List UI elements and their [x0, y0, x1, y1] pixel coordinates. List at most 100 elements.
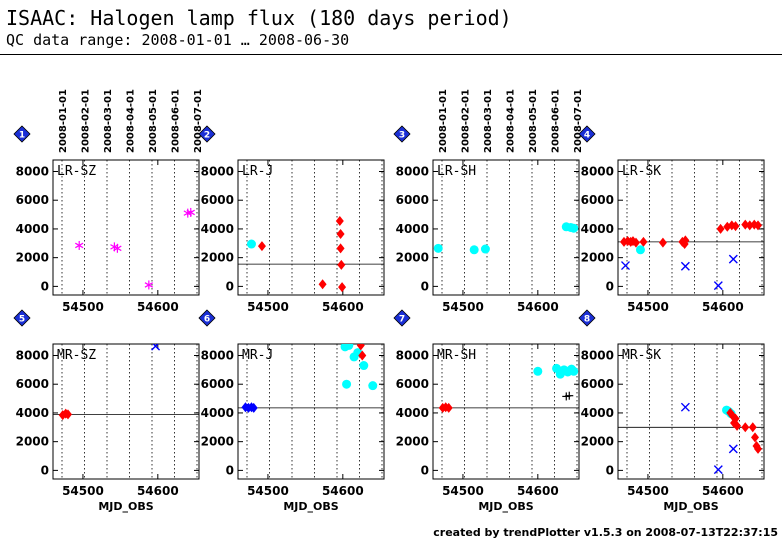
data-layer: [246, 216, 347, 293]
panel-number: 7: [399, 315, 405, 325]
data-point: [469, 245, 479, 255]
data-point: [680, 261, 690, 271]
x-tick-label: 54600: [702, 484, 744, 498]
y-tick-label: 4000: [581, 406, 614, 420]
y-tick-label: 0: [606, 463, 614, 477]
panel-4: 0 2000 4000 6000 8000 54500 54600 4 LR-SK: [578, 125, 765, 314]
panel-number: 1: [19, 131, 25, 141]
y-tick-label: 0: [421, 463, 429, 477]
x-tick-label: 54500: [62, 300, 104, 314]
data-point-stroke: [728, 254, 738, 264]
data-point: [754, 443, 763, 454]
data-point: [249, 402, 258, 413]
data-point-stroke: [713, 465, 723, 475]
data-layer: [619, 219, 763, 291]
y-tick-label: 4000: [201, 406, 234, 420]
panel-number: 4: [584, 131, 590, 141]
y-tick-label: 6000: [396, 377, 429, 391]
x-tick-label: 54500: [62, 484, 104, 498]
panel-5: 0 2000 4000 6000 8000 54500 54600 MJD_OBS 5 MR-SZ: [13, 309, 200, 513]
date-label: 2008-06-01: [551, 89, 562, 153]
data-layer: [75, 207, 195, 290]
data-point: [144, 280, 154, 290]
panel-number: 5: [19, 315, 25, 325]
data-point: [338, 282, 347, 293]
x-tick-label: 54500: [442, 300, 484, 314]
y-tick-label: 8000: [201, 164, 234, 178]
panel-title: MR-J: [242, 348, 273, 363]
y-tick-label: 0: [226, 279, 234, 293]
data-point: [713, 281, 723, 291]
date-label: 2008-03-01: [103, 89, 114, 153]
date-label: 2008-05-01: [528, 89, 539, 153]
data-point: [639, 236, 648, 247]
date-label: 2008-06-01: [171, 89, 182, 153]
data-point: [565, 391, 574, 400]
y-tick-label: 8000: [201, 348, 234, 362]
panel-number: 8: [584, 315, 590, 325]
data-point-stroke: [151, 344, 159, 351]
x-axis-label: MJD_OBS: [478, 500, 533, 513]
panel-number: 2: [204, 131, 210, 141]
panel-title: LR-SZ: [57, 164, 96, 179]
y-tick-label: 8000: [396, 164, 429, 178]
plot-frame: [432, 159, 580, 296]
panel-badge: [578, 125, 596, 143]
plot-frame: [617, 159, 765, 296]
data-point-stroke: [144, 282, 154, 288]
y-tick-label: 4000: [396, 222, 429, 236]
panel-title: MR-SH: [437, 348, 476, 363]
panel-number: 6: [204, 315, 210, 325]
data-point-stroke: [728, 444, 738, 454]
panel-title: LR-J: [242, 164, 273, 179]
date-label: 2008-03-01: [483, 89, 494, 153]
y-tick-label: 4000: [201, 222, 234, 236]
panel-title: LR-SH: [437, 164, 476, 179]
data-point: [569, 366, 579, 376]
x-tick-label: 54600: [702, 300, 744, 314]
panel-7: 0 2000 4000 6000 8000 54500 54600 MJD_OBS 7 MR-SH: [393, 309, 580, 513]
y-tick-label: 2000: [581, 435, 614, 449]
y-tick-label: 4000: [581, 222, 614, 236]
y-tick-label: 0: [226, 463, 234, 477]
y-tick-label: 6000: [581, 377, 614, 391]
x-axis-label: MJD_OBS: [98, 500, 153, 513]
date-label: 2008-01-01: [58, 89, 69, 153]
data-point: [337, 259, 346, 270]
y-tick-label: 4000: [16, 406, 49, 420]
footer-credit: created by trendPlotter v1.5.3 on 2008-0…: [433, 526, 778, 539]
y-tick-label: 2000: [396, 251, 429, 265]
data-point: [356, 344, 365, 351]
data-point: [635, 245, 645, 255]
panel-3: 0 2000 4000 6000 8000 54500 54600 2008-01-01 200…: [393, 89, 584, 314]
x-axis-label: MJD_OBS: [663, 500, 718, 513]
data-point: [75, 240, 84, 250]
x-tick-label: 54600: [517, 484, 559, 498]
y-tick-label: 2000: [396, 435, 429, 449]
y-tick-label: 8000: [581, 164, 614, 178]
panel-2: 0 2000 4000 6000 8000 54500 54600 2 LR-J: [198, 125, 385, 314]
y-tick-label: 0: [41, 463, 49, 477]
y-tick-label: 2000: [16, 251, 49, 265]
data-layer: [433, 222, 579, 255]
data-point: [658, 237, 667, 248]
page-title: ISAAC: Halogen lamp flux (180 days perio…: [6, 6, 512, 30]
panel-badge: [198, 125, 216, 143]
y-tick-label: 6000: [201, 193, 234, 207]
x-tick-label: 54600: [517, 300, 559, 314]
data-point: [533, 366, 543, 376]
date-label: 2008-05-01: [148, 89, 159, 153]
data-point: [751, 432, 760, 443]
data-point: [336, 243, 345, 254]
y-tick-label: 2000: [581, 251, 614, 265]
data-point: [368, 381, 378, 391]
y-tick-label: 6000: [16, 377, 49, 391]
date-label: 2008-04-01: [506, 89, 517, 153]
plot-frame: [52, 343, 200, 480]
data-point: [631, 237, 640, 248]
plot-frame: [617, 343, 765, 480]
date-label: 2008-02-01: [461, 89, 472, 153]
date-label: 2008-04-01: [126, 89, 137, 153]
data-point-stroke: [680, 261, 690, 271]
